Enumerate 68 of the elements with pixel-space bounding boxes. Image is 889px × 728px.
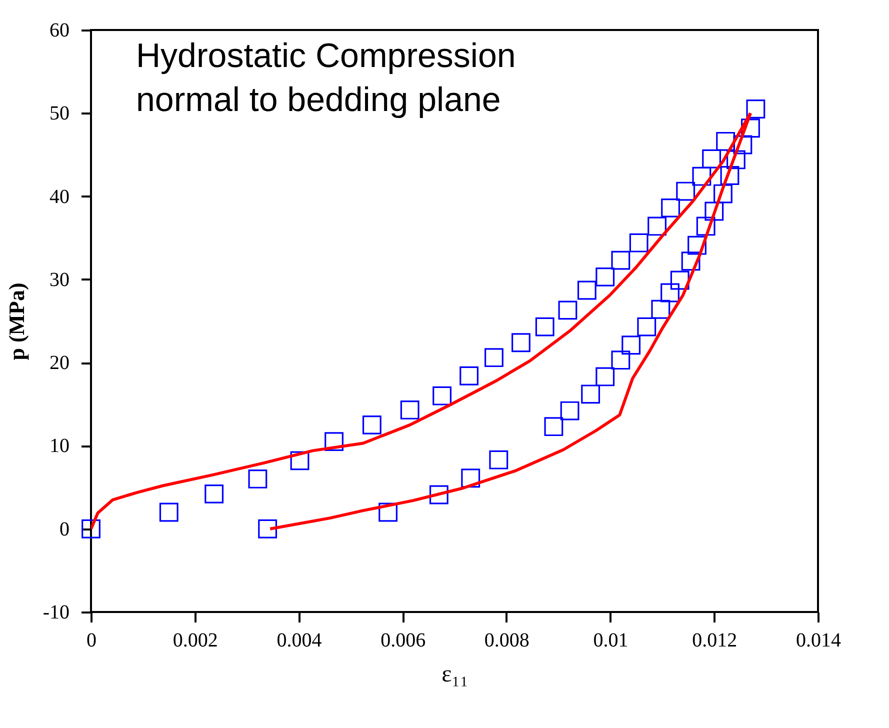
point xyxy=(400,400,420,420)
point xyxy=(204,484,224,504)
point xyxy=(714,184,732,204)
point xyxy=(704,202,724,221)
y-tick-label: 10 xyxy=(50,435,70,458)
x-tick-label: 0.008 xyxy=(484,630,530,652)
x-tick-label: 0.004 xyxy=(276,630,322,652)
point xyxy=(577,280,596,300)
point xyxy=(692,166,712,186)
point xyxy=(651,300,670,319)
point xyxy=(596,267,615,286)
y-tick-label: 60 xyxy=(50,20,70,42)
point xyxy=(688,236,706,255)
y-tick-label: 0 xyxy=(60,518,70,540)
point xyxy=(581,384,600,404)
point xyxy=(535,317,554,336)
point xyxy=(629,233,648,252)
point xyxy=(560,401,580,420)
point xyxy=(681,252,700,271)
point xyxy=(661,198,680,218)
point xyxy=(637,317,656,336)
x-tick-label: 0.01 xyxy=(593,630,628,652)
x-axis-title: ε₁₁ xyxy=(442,662,468,688)
annotation: Hydrostatic Compression normal to bedding plane xyxy=(136,37,516,119)
point xyxy=(746,100,766,118)
point xyxy=(716,132,736,151)
point xyxy=(544,417,564,436)
point xyxy=(429,485,448,504)
point xyxy=(611,250,630,270)
point xyxy=(660,283,680,302)
point xyxy=(432,386,452,406)
point xyxy=(648,216,666,236)
point xyxy=(82,519,100,538)
point xyxy=(702,149,722,168)
y-tick-label: -10 xyxy=(42,602,70,624)
point xyxy=(676,182,696,201)
point xyxy=(596,367,615,386)
point xyxy=(720,166,740,185)
x-tick-label: 0.012 xyxy=(692,630,738,652)
y-tick-label: 40 xyxy=(50,186,70,208)
point xyxy=(512,333,530,352)
y-axis-title: p (MPa) xyxy=(4,282,29,360)
point xyxy=(362,415,382,434)
point xyxy=(159,502,178,522)
point xyxy=(461,468,480,488)
point xyxy=(741,118,760,138)
point xyxy=(248,470,268,488)
point xyxy=(622,336,641,355)
x-tick-label: 0 xyxy=(86,630,96,652)
x-tick-label: 0.006 xyxy=(380,630,426,652)
point xyxy=(558,300,578,320)
point xyxy=(489,450,508,470)
point xyxy=(290,451,310,470)
point xyxy=(460,366,478,386)
x-tick-label: 0.014 xyxy=(796,630,841,652)
point xyxy=(484,348,504,368)
point xyxy=(670,270,690,290)
point xyxy=(611,350,630,370)
point xyxy=(258,519,278,538)
y-tick-label: 50 xyxy=(50,102,70,125)
point xyxy=(324,432,344,452)
y-tick-label: 30 xyxy=(50,268,70,291)
point xyxy=(733,135,752,154)
point xyxy=(726,150,746,170)
point xyxy=(696,216,716,236)
y-tick-label: 20 xyxy=(50,352,70,374)
point xyxy=(378,502,398,522)
x-tick-label: 0.002 xyxy=(172,630,218,652)
